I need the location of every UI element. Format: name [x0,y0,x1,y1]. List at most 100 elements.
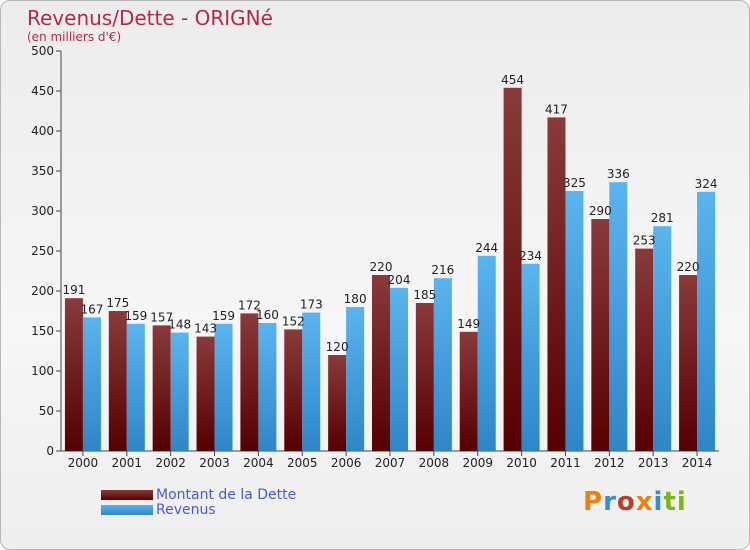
logo-letter: o [616,487,636,517]
data-label-dette-2005: 152 [282,314,305,328]
bar-revenus-2000 [82,317,101,451]
bar-revenus-2012 [609,182,628,451]
bar-dette-2000 [64,298,83,451]
logo-letter: i [653,487,664,517]
data-label-revenus-2005: 173 [300,298,323,312]
data-label-dette-2001: 175 [106,296,129,310]
bar-dette-2004 [240,313,259,451]
data-label-revenus-2010: 234 [519,249,542,263]
data-label-revenus-2002: 148 [168,318,191,332]
data-label-revenus-2014: 324 [695,177,718,191]
x-tick-label: 2008 [419,456,450,470]
x-tick-label: 2009 [462,456,493,470]
data-label-revenus-2000: 167 [80,302,103,316]
bar-revenus-2001 [126,323,145,451]
bar-dette-2007 [372,275,390,451]
bar-revenus-2003 [214,323,233,451]
x-tick-label: 2013 [638,456,669,470]
legend-label-dette: Montant de la Dette [156,487,297,503]
data-label-revenus-2001: 159 [124,309,147,323]
logo-letter: t [663,487,677,517]
x-tick-label: 2000 [68,456,99,470]
bar-revenus-2002 [170,332,189,451]
data-label-dette-2012: 290 [589,204,612,218]
data-label-dette-2000: 191 [62,283,85,297]
y-tick-label: 350 [31,164,54,178]
data-label-revenus-2008: 216 [431,263,454,277]
y-tick-label: 0 [46,444,54,458]
data-label-dette-2003: 143 [194,322,217,336]
y-tick-label: 200 [31,284,54,298]
logo-letter: P [583,487,604,517]
chart-title: Revenus/Dette - ORIGNé [27,6,273,30]
y-tick-label: 50 [39,404,54,418]
bar-dette-2002 [152,325,171,451]
data-label-dette-2010: 454 [501,73,524,87]
legend-label-revenus: Revenus [156,502,216,518]
bar-revenus-2009 [477,255,496,451]
x-tick-label: 2003 [199,456,230,470]
legend-swatch-dette [101,490,153,500]
data-label-revenus-2012: 336 [607,167,630,181]
bar-dette-2014 [679,275,698,451]
data-label-dette-2014: 220 [677,260,700,274]
proxiti-logo: Proxiti [583,487,687,517]
bar-revenus-2014 [697,191,716,452]
x-tick-label: 2012 [594,456,625,470]
y-tick-label: 150 [31,324,54,338]
bar-revenus-2004 [258,323,277,451]
x-tick-label: 2007 [375,456,406,470]
bar-dette-2001 [108,311,127,451]
y-tick-label: 450 [31,84,54,98]
data-label-revenus-2006: 180 [344,292,367,306]
bar-dette-2010 [503,87,522,452]
bar-revenus-2010 [521,263,540,451]
data-label-dette-2009: 149 [457,317,480,331]
bar-dette-2012 [591,219,610,451]
y-tick-label: 300 [31,204,54,218]
bar-dette-2003 [196,336,215,451]
data-label-revenus-2004: 160 [256,308,279,322]
data-label-revenus-2013: 281 [651,211,674,225]
chart-subtitle: (en milliers d'€) [27,30,122,44]
x-tick-label: 2010 [506,456,537,470]
y-tick-label: 100 [31,364,54,378]
x-tick-label: 2004 [243,456,274,470]
x-tick-label: 2011 [550,456,581,470]
bar-dette-2006 [328,355,347,451]
y-tick-label: 250 [31,244,54,258]
y-tick-label: 400 [31,124,54,138]
bar-revenus-2007 [390,287,408,451]
data-label-revenus-2009: 244 [475,241,498,255]
y-tick-label: 500 [31,44,54,58]
x-tick-label: 2006 [331,456,362,470]
x-tick-label: 2001 [112,456,143,470]
data-label-revenus-2011: 325 [563,176,586,190]
x-tick-label: 2014 [682,456,713,470]
bar-revenus-2005 [302,312,321,451]
bar-dette-2008 [415,303,434,451]
bar-dette-2011 [547,117,566,452]
logo-letter: x [635,487,654,517]
data-label-revenus-2007: 204 [388,273,411,287]
bar-revenus-2008 [433,278,452,451]
bar-revenus-2011 [565,191,584,451]
data-label-dette-2006: 120 [326,340,349,354]
data-label-dette-2004: 172 [238,298,261,312]
data-label-dette-2008: 185 [413,288,436,302]
data-label-dette-2007: 220 [370,260,393,274]
x-tick-label: 2002 [155,456,186,470]
bar-dette-2005 [284,329,303,451]
data-label-revenus-2003: 159 [212,309,235,323]
bar-dette-2009 [459,331,478,451]
logo-letter: i [676,487,687,517]
data-label-dette-2011: 417 [545,102,568,116]
data-label-dette-2013: 253 [633,234,656,248]
x-tick-label: 2005 [287,456,318,470]
bar-revenus-2013 [653,226,672,451]
bar-revenus-2006 [346,307,365,451]
legend-swatch-revenus [101,505,153,515]
logo-letter: r [603,487,617,517]
